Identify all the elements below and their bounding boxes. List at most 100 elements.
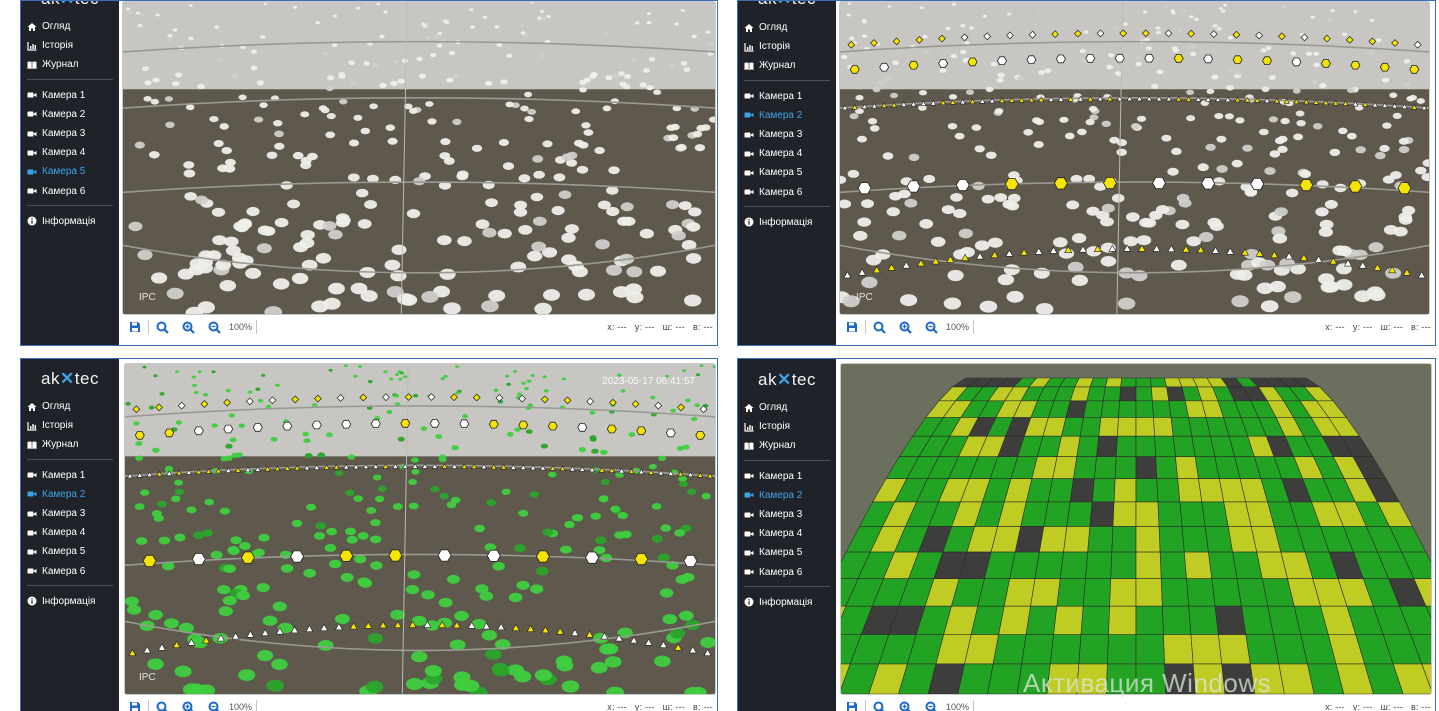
video-camera-icon — [744, 132, 754, 138]
nav-camera-1[interactable]: Камера 1 — [27, 86, 113, 105]
zoom-level: 100% — [229, 322, 253, 332]
save-button[interactable] — [845, 700, 859, 711]
zoom-in-button[interactable] — [181, 700, 195, 711]
nav-camera-5[interactable]: Камера 5 — [27, 162, 113, 181]
nav-overview[interactable]: Огляд — [27, 397, 113, 416]
magnifier-icon — [873, 701, 885, 711]
nav-camera-3[interactable]: Камера 3 — [744, 505, 830, 524]
sidebar: ak✕tec Огляд Історія Журнал Камера 1 Кам… — [738, 1, 836, 345]
nav-camera-4[interactable]: Камера 4 — [744, 144, 830, 163]
floppy-disk-icon — [130, 702, 140, 711]
chart-icon — [744, 42, 754, 52]
video-camera-icon — [27, 568, 37, 574]
nav-camera-5[interactable]: Камера 5 — [744, 543, 830, 562]
zoom-out-button[interactable] — [924, 700, 938, 711]
nav-camera-3[interactable]: Камера 3 — [27, 504, 113, 523]
nav-camera-4[interactable]: Камера 4 — [27, 523, 113, 542]
zoom-out-icon — [208, 701, 220, 711]
nav-camera-2[interactable]: Камера 2 — [744, 486, 830, 505]
nav-info[interactable]: Інформація — [744, 213, 830, 232]
nav-overview[interactable]: Огляд — [744, 398, 830, 417]
search-button[interactable] — [155, 700, 169, 711]
nav-info[interactable]: Інформація — [744, 593, 830, 612]
nav-camera-6[interactable]: Камера 6 — [27, 562, 113, 581]
nav-camera-2[interactable]: Камера 2 — [27, 485, 113, 504]
nav-journal[interactable]: Журнал — [27, 435, 113, 454]
nav-camera-6[interactable]: Камера 6 — [27, 182, 113, 201]
video-camera-icon — [27, 131, 37, 137]
zoom-level: 100% — [946, 702, 970, 711]
video-camera-icon — [27, 188, 37, 194]
camera-view[interactable]: IPC — [839, 1, 1430, 315]
nav-camera-4[interactable]: Камера 4 — [27, 143, 113, 162]
video-camera-icon — [744, 550, 754, 556]
zoom-out-button[interactable] — [924, 320, 938, 334]
zoom-in-icon — [899, 701, 911, 711]
nav-overview[interactable]: Огляд — [744, 18, 830, 37]
nav-history[interactable]: Історія — [744, 37, 830, 56]
info-circle-icon — [744, 217, 754, 227]
nav-history[interactable]: Історія — [27, 36, 113, 55]
camera-label: IPC — [856, 292, 873, 303]
magnifier-icon — [873, 321, 886, 334]
nav-camera-6[interactable]: Камера 6 — [744, 563, 830, 582]
coordinates-readout: x: --- y: --- ш: --- в: --- — [1325, 322, 1431, 332]
nav-camera-1[interactable]: Камера 1 — [744, 87, 830, 106]
video-camera-icon — [27, 530, 37, 536]
camera-view[interactable]: 2023-05-17 06:41:57 IPC — [124, 363, 716, 695]
nav-info[interactable]: Інформація — [27, 212, 113, 231]
camera-panel-4: ak✕tec Огляд Історія Журнал Камера 1 Кам… — [737, 358, 1436, 711]
floppy-disk-icon — [847, 322, 857, 332]
search-button[interactable] — [872, 320, 886, 334]
video-camera-icon — [27, 169, 37, 175]
nav-camera-6[interactable]: Камера 6 — [744, 183, 830, 202]
search-button[interactable] — [872, 700, 886, 711]
zoom-out-icon — [925, 701, 937, 711]
video-camera-icon — [744, 151, 754, 157]
video-camera-icon — [744, 473, 754, 479]
zoom-in-button[interactable] — [898, 320, 912, 334]
nav-camera-2[interactable]: Камера 2 — [27, 105, 113, 124]
video-camera-icon — [744, 112, 754, 118]
zoom-out-button[interactable] — [207, 700, 221, 711]
zoom-out-button[interactable] — [207, 320, 221, 334]
nav-journal[interactable]: Журнал — [744, 56, 830, 75]
book-icon — [744, 442, 754, 450]
zoom-out-icon — [925, 321, 938, 334]
nav-info[interactable]: Інформація — [27, 592, 113, 611]
zoom-in-button[interactable] — [181, 320, 195, 334]
nav-overview[interactable]: Огляд — [27, 17, 113, 36]
book-icon — [744, 62, 754, 70]
nav-camera-2[interactable]: Камера 2 — [744, 106, 830, 125]
video-camera-icon — [27, 491, 37, 497]
chart-icon — [27, 421, 37, 431]
image-toolbar: 100% x: --- y: --- ш: --- в: --- — [122, 317, 713, 337]
nav-camera-4[interactable]: Камера 4 — [744, 524, 830, 543]
zoom-in-icon — [182, 321, 195, 334]
nav-camera-3[interactable]: Камера 3 — [27, 124, 113, 143]
camera-view[interactable]: IPC — [122, 1, 716, 315]
image-toolbar: 100% x: --- y: --- ш: --- в: --- — [122, 697, 713, 711]
nav-camera-5[interactable]: Камера 5 — [744, 163, 830, 182]
save-button[interactable] — [128, 700, 142, 711]
image-toolbar: 100% x: --- y: --- ш: --- в: --- — [839, 697, 1431, 711]
zoom-in-button[interactable] — [898, 700, 912, 711]
nav-camera-3[interactable]: Камера 3 — [744, 125, 830, 144]
nav-journal[interactable]: Журнал — [744, 436, 830, 455]
save-button[interactable] — [845, 320, 859, 334]
nav-camera-5[interactable]: Камера 5 — [27, 542, 113, 561]
nav-history[interactable]: Історія — [744, 417, 830, 436]
camera-label: IPC — [139, 672, 156, 683]
nav-camera-1[interactable]: Камера 1 — [27, 466, 113, 485]
search-button[interactable] — [155, 320, 169, 334]
logo: ak✕tec — [21, 1, 119, 9]
chart-icon — [744, 422, 754, 432]
save-button[interactable] — [128, 320, 142, 334]
sidebar: ak✕tec Огляд Історія Журнал Камера 1 Кам… — [21, 1, 119, 345]
nav-history[interactable]: Історія — [27, 416, 113, 435]
nav-camera-1[interactable]: Камера 1 — [744, 467, 830, 486]
video-camera-icon — [27, 511, 37, 517]
video-camera-icon — [744, 189, 754, 195]
nav-journal[interactable]: Журнал — [27, 55, 113, 74]
camera-view[interactable] — [840, 363, 1432, 695]
